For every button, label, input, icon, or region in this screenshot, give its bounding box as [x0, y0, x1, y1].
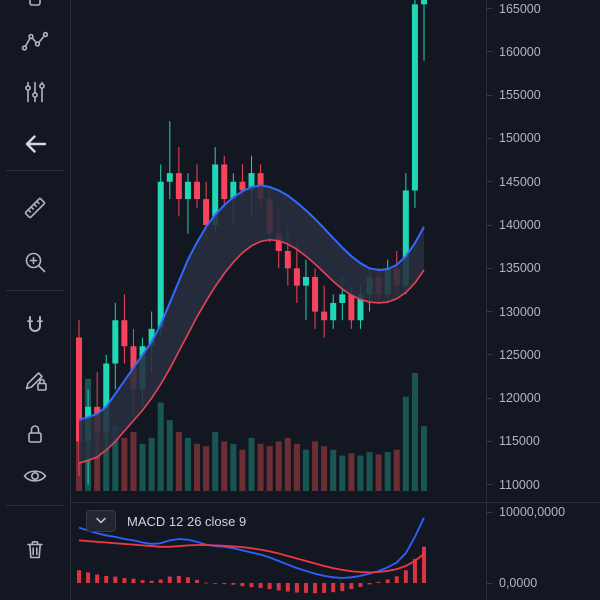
lock-all-button[interactable] — [17, 416, 53, 452]
candlestick-chart-svg — [76, 0, 427, 491]
forecast-tool-button[interactable] — [17, 74, 53, 110]
price-tick: 130000 — [487, 305, 541, 319]
price-tick: 140000 — [487, 218, 541, 232]
toolbar-divider — [6, 505, 64, 506]
zoom-in-icon — [25, 252, 46, 273]
measure-button[interactable] — [17, 190, 53, 226]
macd-pane[interactable] — [71, 503, 486, 600]
drawing-lock-button[interactable] — [17, 362, 53, 398]
price-tick: 145000 — [487, 175, 541, 189]
magnet-icon — [27, 316, 43, 332]
price-tick: 110000 — [487, 478, 540, 492]
price-tick: 160000 — [487, 45, 541, 59]
pattern-tool-button[interactable] — [17, 24, 53, 60]
delete-drawings-button[interactable] — [17, 532, 53, 568]
pane-divider[interactable] — [71, 502, 600, 503]
price-tick: 125000 — [487, 348, 541, 362]
chevron-down-icon — [96, 517, 106, 524]
macd-collapse-button[interactable] — [86, 510, 116, 532]
clipped-tool-button[interactable] — [17, 0, 53, 20]
toolbar-divider — [6, 170, 64, 171]
lock-icon — [28, 425, 42, 443]
zoom-in-button[interactable] — [17, 244, 53, 280]
price-tick: 155000 — [487, 88, 541, 102]
price-tick: 135000 — [487, 261, 541, 275]
trash-icon — [27, 541, 43, 559]
macd-indicator-label: MACD 12 26 close 9 — [127, 513, 247, 529]
sliders-icon — [25, 81, 45, 103]
eye-icon — [23, 470, 47, 482]
price-chart-pane[interactable] — [71, 0, 486, 502]
price-tick: 120000 — [487, 391, 541, 405]
pencil-lock-icon — [25, 372, 47, 391]
hide-drawings-button[interactable] — [17, 458, 53, 494]
macd-header: MACD 12 26 close 9 — [86, 510, 246, 532]
macd-value-axis[interactable]: 10000,0000 0,0000 — [486, 503, 600, 600]
toolbar-divider — [6, 290, 64, 291]
back-button[interactable] — [17, 126, 53, 162]
macd-tick: 0,0000 — [487, 576, 537, 590]
magnet-button[interactable] — [17, 308, 53, 344]
macd-tick: 10000,0000 — [487, 505, 565, 519]
price-tick: 115000 — [487, 434, 540, 448]
price-tick: 150000 — [487, 131, 541, 145]
ruler-icon — [24, 197, 46, 219]
price-tick: 165000 — [487, 2, 541, 16]
drawing-toolbar — [0, 0, 71, 600]
clipped-tool-icon — [29, 0, 41, 6]
xabcd-pattern-icon — [21, 31, 49, 51]
macd-chart-svg — [77, 517, 426, 594]
arrow-left-icon — [25, 135, 47, 153]
price-axis[interactable]: 165000 160000 155000 150000 145000 140000 1350… — [486, 0, 600, 502]
